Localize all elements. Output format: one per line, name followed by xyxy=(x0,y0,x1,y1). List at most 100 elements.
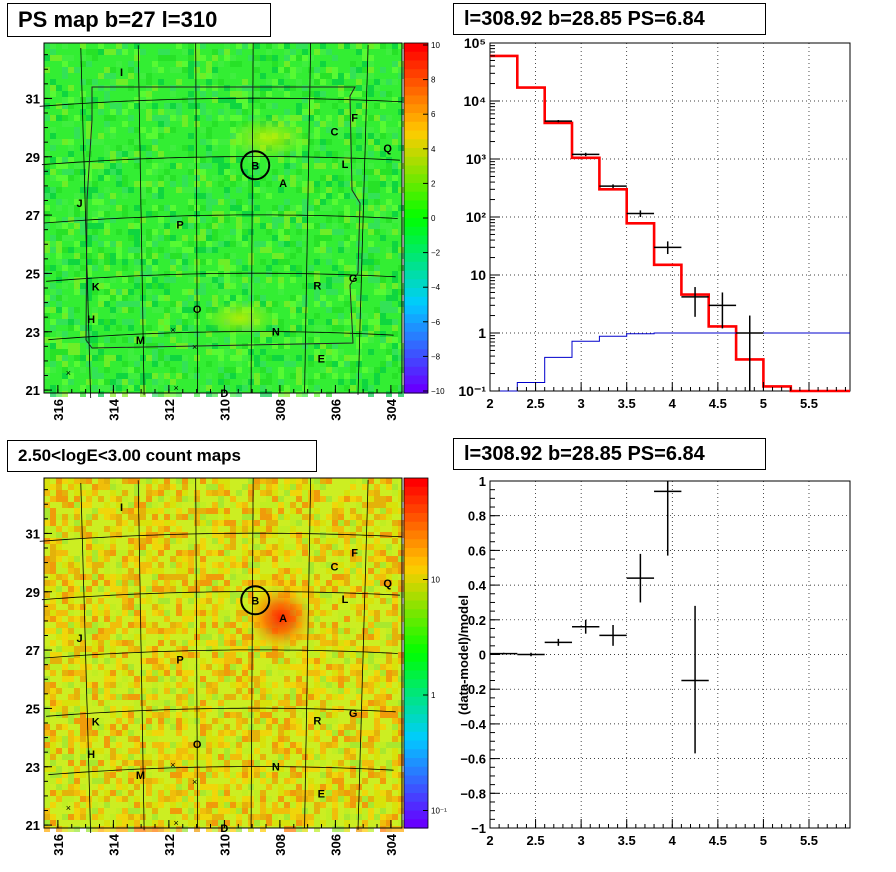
map-pixel xyxy=(362,295,368,301)
map-pixel xyxy=(284,514,290,520)
map-pixel xyxy=(392,796,398,802)
map-pixel xyxy=(398,550,404,556)
map-pixel xyxy=(284,664,290,670)
map-pixel xyxy=(158,664,164,670)
map-pixel xyxy=(314,670,320,676)
map-pixel xyxy=(164,688,170,694)
map-pixel xyxy=(260,796,266,802)
map-pixel xyxy=(248,199,254,205)
map-pixel xyxy=(104,628,110,634)
map-pixel xyxy=(368,265,374,271)
map-pixel xyxy=(290,580,296,586)
map-pixel xyxy=(380,568,386,574)
map-pixel xyxy=(104,301,110,307)
map-pixel xyxy=(392,319,398,325)
map-pixel xyxy=(392,139,398,145)
map-pixel xyxy=(296,55,302,61)
map-pixel xyxy=(134,580,140,586)
map-pixel xyxy=(278,508,284,514)
map-pixel xyxy=(344,235,350,241)
map-pixel xyxy=(278,391,284,397)
map-pixel xyxy=(320,235,326,241)
map-pixel xyxy=(188,199,194,205)
map-pixel xyxy=(164,628,170,634)
colorbar-tick-label: 10 xyxy=(431,41,440,50)
map-pixel xyxy=(236,205,242,211)
map-pixel xyxy=(98,385,104,391)
map-pixel xyxy=(224,766,230,772)
map-pixel xyxy=(368,826,374,832)
map-pixel xyxy=(392,802,398,808)
map-pixel xyxy=(248,91,254,97)
map-pixel xyxy=(224,283,230,289)
map-pixel xyxy=(296,790,302,796)
map-pixel xyxy=(62,43,68,49)
colorbar-tick-label: 10 xyxy=(431,576,440,585)
map-pixel xyxy=(74,556,80,562)
map-pixel xyxy=(194,205,200,211)
map-pixel xyxy=(104,580,110,586)
map-pixel xyxy=(44,616,50,622)
map-pixel xyxy=(248,508,254,514)
map-pixel xyxy=(104,574,110,580)
map-pixel xyxy=(272,814,278,820)
map-pixel xyxy=(146,592,152,598)
map-pixel xyxy=(392,295,398,301)
map-pixel xyxy=(158,391,164,397)
map-pixel xyxy=(302,766,308,772)
map-pixel xyxy=(62,478,68,484)
map-pixel xyxy=(380,688,386,694)
map-pixel xyxy=(104,205,110,211)
map-pixel xyxy=(248,646,254,652)
map-pixel xyxy=(290,778,296,784)
map-pixel xyxy=(392,598,398,604)
map-pixel xyxy=(74,700,80,706)
map-pixel xyxy=(248,526,254,532)
map-pixel xyxy=(290,724,296,730)
colorbar-segment xyxy=(404,478,428,488)
longitude-line xyxy=(195,478,198,829)
map-pixel xyxy=(398,496,404,502)
colorbar-segment xyxy=(404,209,428,219)
map-pixel xyxy=(74,496,80,502)
map-pixel xyxy=(182,223,188,229)
map-pixel xyxy=(86,259,92,265)
map-pixel xyxy=(140,622,146,628)
map-pixel xyxy=(296,568,302,574)
map-pixel xyxy=(50,742,56,748)
map-pixel xyxy=(200,556,206,562)
map-pixel xyxy=(104,295,110,301)
map-pixel xyxy=(344,730,350,736)
map-pixel xyxy=(398,343,404,349)
map-pixel xyxy=(50,658,56,664)
map-pixel xyxy=(104,706,110,712)
map-pixel xyxy=(140,502,146,508)
longitude-line xyxy=(137,45,145,396)
map-pixel xyxy=(152,103,158,109)
map-pixel xyxy=(374,259,380,265)
map-pixel xyxy=(92,802,98,808)
map-pixel xyxy=(392,502,398,508)
map-pixel xyxy=(140,301,146,307)
map-pixel xyxy=(158,748,164,754)
map-pixel xyxy=(122,598,128,604)
map-pixel xyxy=(248,706,254,712)
map-pixel xyxy=(380,772,386,778)
map-pixel xyxy=(308,712,314,718)
map-pixel xyxy=(368,181,374,187)
map-pixel xyxy=(374,205,380,211)
map-pixel xyxy=(350,682,356,688)
map-pixel xyxy=(110,259,116,265)
map-pixel xyxy=(110,760,116,766)
map-pixel xyxy=(326,235,332,241)
colorbar-tick-label: −6 xyxy=(431,318,441,327)
map-pixel xyxy=(80,664,86,670)
map-pixel xyxy=(140,145,146,151)
map-pixel xyxy=(80,253,86,259)
map-pixel xyxy=(386,598,392,604)
map-pixel xyxy=(236,592,242,598)
map-pixel xyxy=(122,301,128,307)
map-pixel xyxy=(254,688,260,694)
colorbar-segment xyxy=(404,723,428,733)
map-pixel xyxy=(338,796,344,802)
